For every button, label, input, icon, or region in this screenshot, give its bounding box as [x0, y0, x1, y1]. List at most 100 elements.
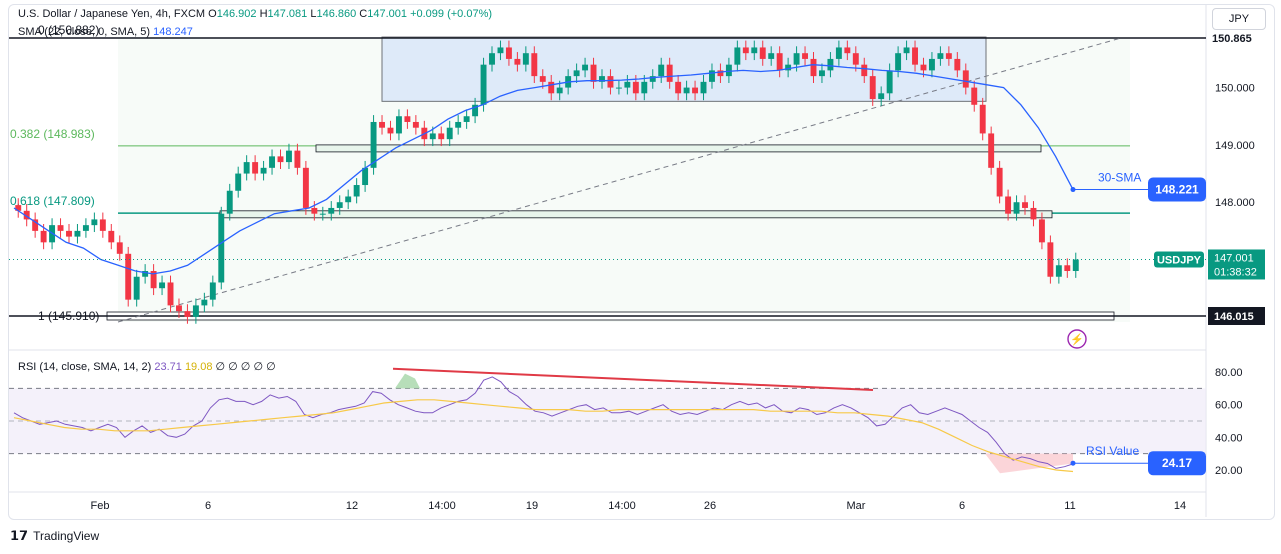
candle-body: [692, 87, 699, 94]
candle-body: [937, 53, 944, 59]
rsi-legend[interactable]: RSI (14, close, SMA, 14, 2) 23.71 19.08 …: [18, 361, 276, 373]
candle-body: [302, 167, 309, 208]
candle-body: [438, 133, 445, 140]
close-value: 147.001: [367, 8, 408, 20]
sma-line: [13, 64, 1074, 275]
time-tick: 6: [205, 500, 211, 512]
rsi-value: 23.71: [154, 361, 182, 373]
candle-body: [40, 230, 47, 243]
rsi-line: [13, 376, 1074, 469]
rsi-overbought-fill: [395, 373, 420, 389]
time-tick: 19: [526, 500, 538, 512]
candle-body: [167, 282, 174, 306]
candle-body: [15, 205, 22, 211]
candle-body: [1005, 196, 1012, 214]
time-tick: Mar: [847, 500, 866, 512]
candle-body: [32, 219, 39, 231]
candle-body: [328, 207, 335, 214]
candle-body: [556, 87, 563, 94]
candle-body: [218, 213, 225, 283]
rsi-tick: 60.00: [1215, 400, 1243, 412]
candle-body: [505, 47, 512, 59]
candle-body: [835, 47, 842, 59]
candle-body: [827, 58, 834, 71]
candle-body: [226, 190, 233, 214]
candle-body: [133, 276, 140, 300]
candle-body: [928, 58, 935, 71]
candle-body: [336, 202, 343, 208]
rsi-tag: RSI Value: [1086, 444, 1139, 458]
candle-body: [988, 133, 995, 168]
candle-body: [869, 76, 876, 100]
candle-body: [514, 58, 521, 65]
candle-body: [531, 53, 538, 77]
candle-body: [387, 127, 394, 134]
candle-body: [125, 253, 132, 300]
candle-body: [548, 81, 555, 94]
candle-body: [252, 162, 259, 174]
candle-body: [277, 156, 284, 163]
candle-body: [116, 242, 123, 254]
candle-body: [353, 185, 360, 197]
candle-body: [201, 299, 208, 306]
time-tick: 6: [959, 500, 965, 512]
candle-body: [319, 213, 326, 215]
candle-body: [192, 305, 199, 317]
candle-body: [886, 70, 893, 94]
sma-legend[interactable]: SMA (22, close, 0, SMA, 5) 148.247: [18, 26, 193, 38]
candle-body: [1022, 202, 1028, 208]
candle-body: [150, 271, 157, 289]
candle-body: [912, 47, 918, 65]
tradingview-logo[interactable]: 𝟭𝟳 TradingView: [10, 528, 100, 543]
currency-button[interactable]: JPY: [1212, 8, 1266, 30]
candle-body: [99, 219, 106, 231]
candle-body: [632, 81, 639, 94]
time-tick: 14:00: [428, 500, 456, 512]
candle-body: [962, 70, 969, 88]
candle-body: [23, 210, 30, 220]
countdown-text: 01:38:32: [1214, 266, 1257, 278]
candle-body: [607, 76, 614, 88]
events-icon: [1067, 329, 1087, 349]
candle-body: [649, 76, 656, 82]
candle-body: [920, 64, 927, 71]
candle-body: [793, 53, 800, 65]
candle-body: [379, 121, 385, 128]
candle-body: [446, 127, 453, 140]
candle-body: [429, 133, 436, 140]
candle-body: [57, 225, 64, 231]
sma-tag: 30-SMA: [1098, 171, 1141, 185]
rsi-divergence-line: [392, 367, 874, 391]
candle-body: [810, 58, 817, 77]
candle-body: [209, 282, 216, 300]
candle-body: [979, 104, 986, 134]
candle-body: [1064, 265, 1071, 272]
top-level-label: 150.865: [1212, 33, 1252, 45]
candle-body: [91, 219, 98, 226]
zone-147-8: [219, 210, 1053, 219]
candle-body: [159, 282, 166, 289]
candle-body: [878, 93, 885, 100]
tradingview-icon: 𝟭𝟳: [10, 528, 29, 543]
candle-body: [1038, 219, 1045, 243]
candle-body: [362, 167, 369, 186]
candle-body: [108, 230, 115, 243]
candle-body: [1030, 207, 1037, 220]
candle-body: [345, 196, 352, 203]
candle-body: [539, 76, 546, 82]
time-tick: 14:00: [608, 500, 636, 512]
candle-body: [497, 47, 504, 54]
candle-body: [717, 70, 724, 77]
candle-body: [1047, 242, 1054, 277]
price-tick: 149.000: [1215, 140, 1255, 152]
candle-body: [751, 47, 758, 54]
candle-body: [734, 47, 741, 65]
candle-body: [802, 53, 809, 59]
open-value: 146.902: [216, 8, 257, 20]
rsi-price-text: 24.17: [1162, 456, 1192, 470]
candle-body: [903, 47, 910, 54]
rsi-tick: 80.00: [1215, 367, 1243, 379]
candle-body: [658, 64, 665, 77]
candle-body: [615, 87, 622, 89]
